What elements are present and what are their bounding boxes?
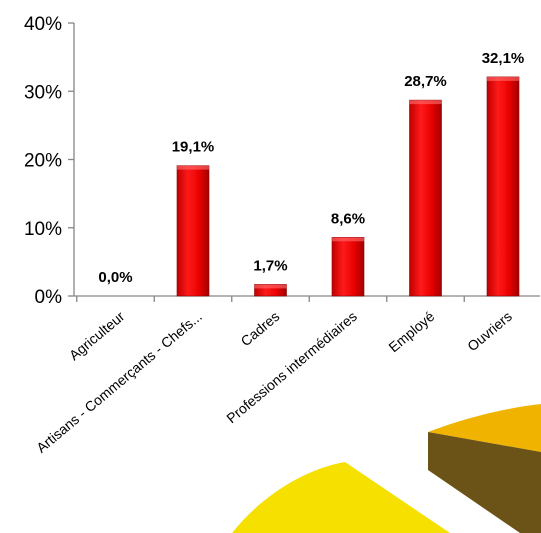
y-tick-labels: 0% 10% 20% 30% 40%: [24, 14, 62, 308]
data-label: 28,7%: [404, 73, 447, 90]
bar: [331, 237, 365, 297]
data-labels: 0,0% 19,1% 1,7% 8,6% 28,7% 32,1%: [98, 50, 524, 286]
data-label: 19,1%: [172, 139, 215, 156]
y-tick-label: 10%: [24, 219, 62, 240]
category-label: Professions intermédiaires: [223, 308, 360, 426]
bar-highlight: [409, 100, 442, 105]
bar-highlight: [487, 76, 519, 81]
data-label: 1,7%: [253, 257, 287, 274]
category-label: Artisans - Commerçants - Chefs...: [33, 308, 205, 456]
pie-slice-orange-top: [428, 404, 541, 452]
bar: [176, 165, 210, 297]
y-tick-label: 20%: [24, 151, 62, 172]
y-tick-label: 0%: [35, 287, 63, 308]
data-label: 8,6%: [331, 210, 365, 227]
y-tick-label: 30%: [24, 82, 62, 103]
bar-highlight: [254, 284, 287, 289]
category-label: Employé: [385, 308, 437, 355]
bars: [176, 76, 520, 297]
axes: [68, 22, 540, 302]
data-label: 32,1%: [482, 50, 525, 67]
category-label: Cadres: [238, 308, 283, 349]
category-label: Agriculteur: [66, 308, 128, 363]
pie-slice-orange-side: [428, 432, 541, 533]
data-label: 0,0%: [98, 269, 132, 286]
bar: [486, 76, 520, 297]
category-label: Ouvriers: [464, 308, 515, 354]
pie-decoration: [232, 404, 541, 533]
bar-highlight: [177, 165, 209, 170]
bar: [409, 99, 442, 297]
bar-highlight: [332, 237, 364, 242]
y-tick-label: 40%: [24, 14, 62, 35]
pie-slice-yellow: [232, 462, 450, 533]
